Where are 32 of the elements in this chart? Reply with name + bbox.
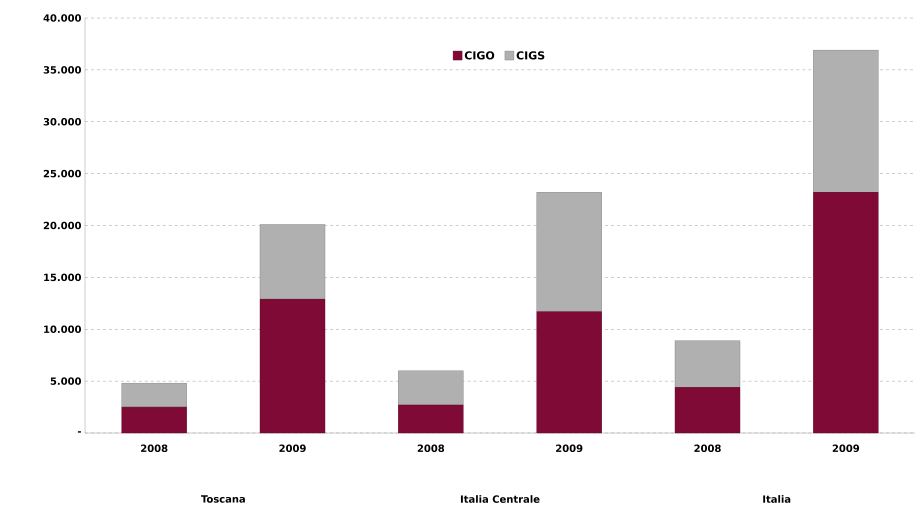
x-tick-label: 2008 (141, 444, 168, 452)
y-tick-label: 20.000 (44, 222, 82, 230)
bar (813, 50, 879, 192)
y-tick-label: 15.000 (44, 274, 82, 282)
bar (398, 370, 464, 406)
x-tick-label: 2008 (694, 444, 721, 452)
y-tick-label: 30.000 (44, 118, 82, 126)
text: Italia (763, 495, 790, 503)
y-tick-label: - (78, 431, 81, 433)
bar (260, 224, 326, 300)
text: Toscana (201, 495, 245, 503)
text: Italia Centrale (460, 495, 540, 503)
y-tick-label: 35.000 (44, 66, 82, 74)
bar (813, 192, 879, 434)
bar (121, 406, 187, 434)
bar (674, 387, 740, 434)
y-tick-label: 40.000 (43, 14, 82, 22)
bar (121, 383, 187, 408)
y-tick-label: 10.000 (44, 325, 82, 334)
bar (260, 298, 326, 434)
x-tick-label: 2008 (418, 444, 444, 452)
y-tick-label: 25.000 (44, 170, 82, 178)
bar (536, 311, 602, 434)
bar (536, 192, 602, 312)
bar (674, 340, 740, 388)
x-tick-label: 2009 (556, 444, 582, 452)
x-tick-label: 2009 (832, 444, 860, 452)
legend-label: CIGO (464, 51, 494, 60)
bar (398, 404, 464, 434)
legend-label: CIGS (516, 51, 544, 60)
x-tick-label: 2009 (279, 444, 306, 452)
y-tick-label: 5.000 (50, 377, 82, 385)
